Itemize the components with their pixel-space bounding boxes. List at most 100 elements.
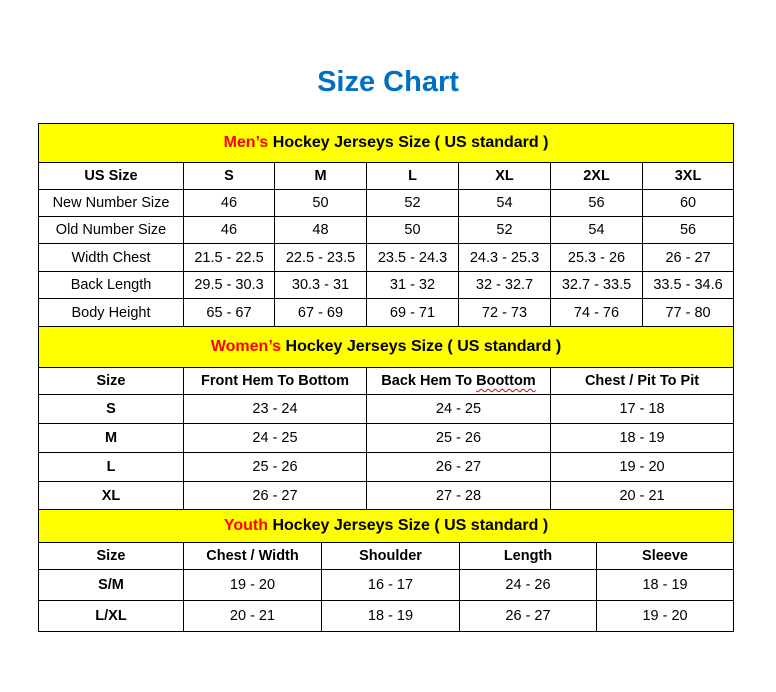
table-cell: 16 - 17 [321, 569, 460, 601]
table-cell: 29.5 - 30.3 [183, 271, 275, 299]
womens-size-table: Women’s Hockey Jerseys Size ( US standar… [37, 326, 735, 510]
section-band: Youth Hockey Jerseys Size ( US standard … [37, 509, 735, 543]
column-header: Size [38, 367, 184, 395]
table-cell: 23 - 24 [183, 394, 367, 424]
table-cell: 30.3 - 31 [274, 271, 367, 299]
row-label: Old Number Size [38, 216, 184, 244]
table-row: L/XL 20 - 21 18 - 19 26 - 27 19 - 20 [38, 600, 735, 632]
column-header: XL [458, 162, 551, 190]
section-title-text: Hockey Jerseys Size ( US standard ) [268, 517, 549, 534]
table-cell: 54 [458, 189, 551, 217]
table-cell: 52 [366, 189, 459, 217]
table-cell: 50 [274, 189, 367, 217]
table-cell: 27 - 28 [366, 481, 551, 510]
column-header: M [274, 162, 367, 190]
table-cell: 19 - 20 [549, 452, 735, 482]
table-cell: 72 - 73 [458, 298, 551, 327]
table-cell: 25.3 - 26 [550, 243, 643, 272]
table-cell: 18 - 19 [321, 600, 460, 632]
header-row: Size Chest / Width Shoulder Length Sleeve [38, 542, 735, 570]
column-header: US Size [38, 162, 184, 190]
section-title: Youth Hockey Jerseys Size ( US standard … [37, 509, 735, 543]
table-row: S 23 - 24 24 - 25 17 - 18 [38, 394, 735, 424]
column-header: Sleeve [595, 542, 735, 570]
column-header: Shoulder [321, 542, 460, 570]
column-header: Front Hem To Bottom [183, 367, 367, 395]
table-cell: 20 - 21 [549, 481, 735, 510]
column-header: L [366, 162, 459, 190]
row-label: S/M [38, 569, 184, 601]
column-header: Size [38, 542, 184, 570]
table-cell: 19 - 20 [183, 569, 322, 601]
table-cell: 33.5 - 34.6 [641, 271, 735, 299]
table-cell: 67 - 69 [274, 298, 367, 327]
table-cell: 25 - 26 [366, 423, 551, 453]
column-header: S [183, 162, 275, 190]
table-cell: 22.5 - 23.5 [274, 243, 367, 272]
table-cell: 24 - 25 [183, 423, 367, 453]
row-label: M [38, 423, 184, 453]
section-band: Men’s Hockey Jerseys Size ( US standard … [37, 123, 735, 163]
table-row: M 24 - 25 25 - 26 18 - 19 [38, 423, 735, 453]
page-title: Size Chart [317, 66, 459, 98]
table-cell: 24 - 25 [366, 394, 551, 424]
mens-size-table: Men’s Hockey Jerseys Size ( US standard … [37, 123, 735, 327]
table-cell: 20 - 21 [183, 600, 322, 632]
header-row: Size Front Hem To Bottom Back Hem To Boott… [38, 367, 735, 395]
table-cell: 25 - 26 [183, 452, 367, 482]
column-header: Chest / Pit To Pit [549, 367, 735, 395]
row-label: New Number Size [38, 189, 184, 217]
table-row: New Number Size 46 50 52 54 56 60 [38, 189, 735, 217]
table-cell: 18 - 19 [595, 569, 735, 601]
column-header: Chest / Width [183, 542, 322, 570]
column-header: 3XL [641, 162, 735, 190]
table-row: Back Length 29.5 - 30.3 30.3 - 31 31 - 32 32… [38, 271, 735, 299]
table-row: XL 26 - 27 27 - 28 20 - 21 [38, 481, 735, 510]
table-row: L 25 - 26 26 - 27 19 - 20 [38, 452, 735, 482]
table-cell: 31 - 32 [366, 271, 459, 299]
header-row: US Size S M L XL 2XL 3XL [38, 162, 735, 190]
row-label: Body Height [38, 298, 184, 327]
row-label: L [38, 452, 184, 482]
section-title-text: Hockey Jerseys Size ( US standard ) [281, 338, 562, 355]
table-row: S/M 19 - 20 16 - 17 24 - 26 18 - 19 [38, 569, 735, 601]
table-cell: 26 - 27 [366, 452, 551, 482]
table-cell: 32 - 32.7 [458, 271, 551, 299]
table-cell: 24.3 - 25.3 [458, 243, 551, 272]
section-title-prefix: Youth [223, 517, 269, 534]
section-title-prefix: Men’s [223, 134, 269, 151]
row-label: L/XL [38, 600, 184, 632]
section-title: Women’s Hockey Jerseys Size ( US standar… [37, 326, 735, 368]
table-cell: 23.5 - 24.3 [366, 243, 459, 272]
table-cell: 77 - 80 [641, 298, 735, 327]
row-label: S [38, 394, 184, 424]
column-header: 2XL [550, 162, 643, 190]
section-band: Women’s Hockey Jerseys Size ( US standar… [37, 326, 735, 368]
table-cell: 32.7 - 33.5 [550, 271, 643, 299]
row-label: XL [38, 481, 184, 510]
table-cell: 26 - 27 [641, 243, 735, 272]
section-title-text: Hockey Jerseys Size ( US standard ) [268, 134, 549, 151]
table-cell: 18 - 19 [549, 423, 735, 453]
table-cell: 56 [641, 216, 735, 244]
youth-size-table: Youth Hockey Jerseys Size ( US standard … [37, 509, 735, 632]
table-cell: 26 - 27 [183, 481, 367, 510]
table-cell: 65 - 67 [183, 298, 275, 327]
section-title-prefix: Women’s [210, 338, 282, 355]
table-cell: 56 [550, 189, 643, 217]
table-cell: 60 [641, 189, 735, 217]
table-cell: 46 [183, 216, 275, 244]
section-title: Men’s Hockey Jerseys Size ( US standard … [37, 123, 735, 163]
table-cell: 69 - 71 [366, 298, 459, 327]
table-cell: 19 - 20 [595, 600, 735, 632]
row-label: Width Chest [38, 243, 184, 272]
row-label: Back Length [38, 271, 184, 299]
table-cell: 48 [274, 216, 367, 244]
column-header: Back Hem To Boottom [366, 367, 551, 395]
table-cell: 52 [458, 216, 551, 244]
table-row: Body Height 65 - 67 67 - 69 69 - 71 72 - 73 7… [38, 298, 735, 327]
table-cell: 26 - 27 [459, 600, 597, 632]
table-cell: 21.5 - 22.5 [183, 243, 275, 272]
table-cell: 74 - 76 [550, 298, 643, 327]
table-cell: 17 - 18 [549, 394, 735, 424]
